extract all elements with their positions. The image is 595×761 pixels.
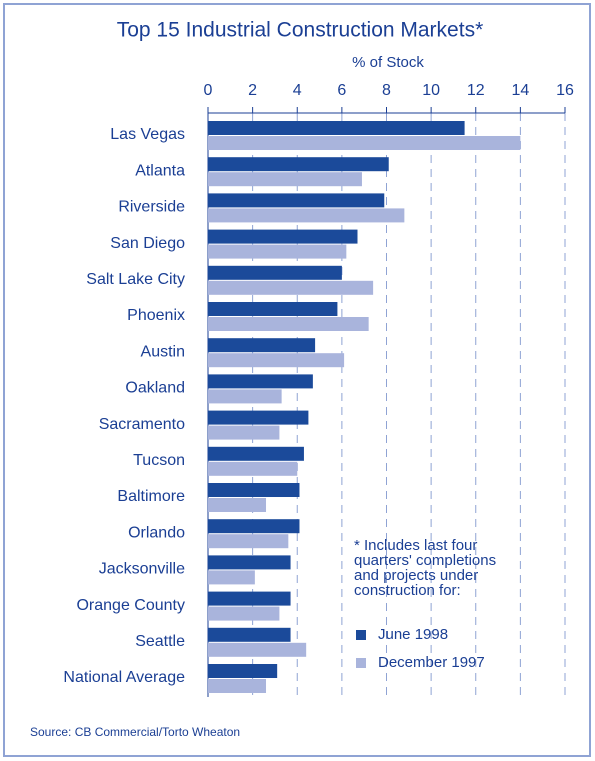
- bar: [208, 446, 304, 461]
- y-tick-label: Oakland: [125, 380, 185, 397]
- bar: [208, 627, 291, 642]
- bar: [208, 642, 307, 657]
- y-tick-label: Atlanta: [135, 162, 185, 179]
- y-tick-label: Baltimore: [117, 488, 185, 505]
- bar: [208, 353, 345, 368]
- y-tick-label: Sacramento: [99, 416, 185, 433]
- bar: [208, 157, 389, 172]
- y-tick-label: Orange County: [76, 597, 185, 614]
- annotation: * Includes last four: [354, 537, 477, 554]
- bar: [208, 389, 282, 404]
- y-tick-label: National Average: [63, 669, 185, 686]
- x-tick-label: 4: [293, 82, 302, 99]
- annotation: quarters' completions: [354, 552, 496, 569]
- x-tick-label: 0: [204, 82, 213, 99]
- annotation: and projects under: [354, 567, 478, 584]
- bar: [208, 534, 289, 549]
- bar: [208, 519, 300, 534]
- bar: [208, 172, 362, 187]
- bar: [208, 265, 342, 280]
- y-tick-label: Riverside: [118, 199, 185, 216]
- legend-label: June 1998: [378, 626, 448, 643]
- bar: [208, 555, 291, 570]
- y-tick-label: Seattle: [135, 633, 185, 650]
- bar: [208, 461, 298, 476]
- y-tick-label: Salt Lake City: [86, 271, 185, 288]
- bar: [208, 664, 278, 678]
- x-tick-label: 10: [422, 82, 440, 99]
- bar: [208, 317, 369, 331]
- bar: [208, 229, 358, 244]
- bar: [208, 483, 300, 497]
- bar: [208, 425, 280, 440]
- chart-title: Top 15 Industrial Construction Markets*: [117, 19, 484, 42]
- x-tick-label: 6: [337, 82, 346, 99]
- y-tick-label: Tucson: [133, 452, 185, 469]
- bar: [208, 208, 405, 223]
- y-tick-label: Jacksonville: [99, 561, 185, 578]
- x-tick-label: 16: [556, 82, 574, 99]
- bar: [208, 570, 255, 585]
- x-tick-label: 14: [511, 82, 529, 99]
- source: Source: CB Commercial/Torto Wheaton: [30, 725, 240, 739]
- x-tick-label: 2: [248, 82, 257, 99]
- bar: [208, 121, 465, 135]
- x-tick-label: 8: [382, 82, 391, 99]
- bar: [208, 302, 338, 316]
- bar: [208, 136, 521, 150]
- bar: [208, 591, 291, 606]
- x-axis-label: % of Stock: [352, 54, 424, 71]
- bar: [208, 193, 385, 208]
- bar: [208, 606, 280, 621]
- annotation: construction for:: [354, 582, 461, 599]
- y-tick-label: Austin: [141, 343, 185, 360]
- legend-swatch: [356, 658, 366, 668]
- legend-label: December 1997: [378, 654, 485, 671]
- y-tick-label: San Diego: [110, 235, 185, 252]
- bar: [208, 280, 374, 295]
- bar: [208, 679, 267, 693]
- legend-swatch: [356, 630, 366, 640]
- y-tick-label: Orlando: [128, 524, 185, 541]
- x-tick-label: 12: [467, 82, 485, 99]
- bar: [208, 498, 267, 512]
- y-tick-label: Las Vegas: [110, 126, 185, 143]
- bar: [208, 374, 313, 389]
- bar: [208, 410, 309, 425]
- bar: [208, 338, 316, 353]
- bar: [208, 244, 347, 259]
- y-tick-label: Phoenix: [127, 307, 185, 324]
